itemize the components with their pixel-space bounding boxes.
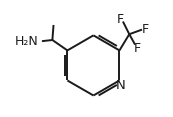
Text: F: F: [116, 13, 124, 26]
Text: N: N: [116, 79, 125, 92]
Text: F: F: [141, 22, 148, 36]
Text: F: F: [134, 42, 141, 55]
Text: H₂N: H₂N: [15, 35, 39, 48]
